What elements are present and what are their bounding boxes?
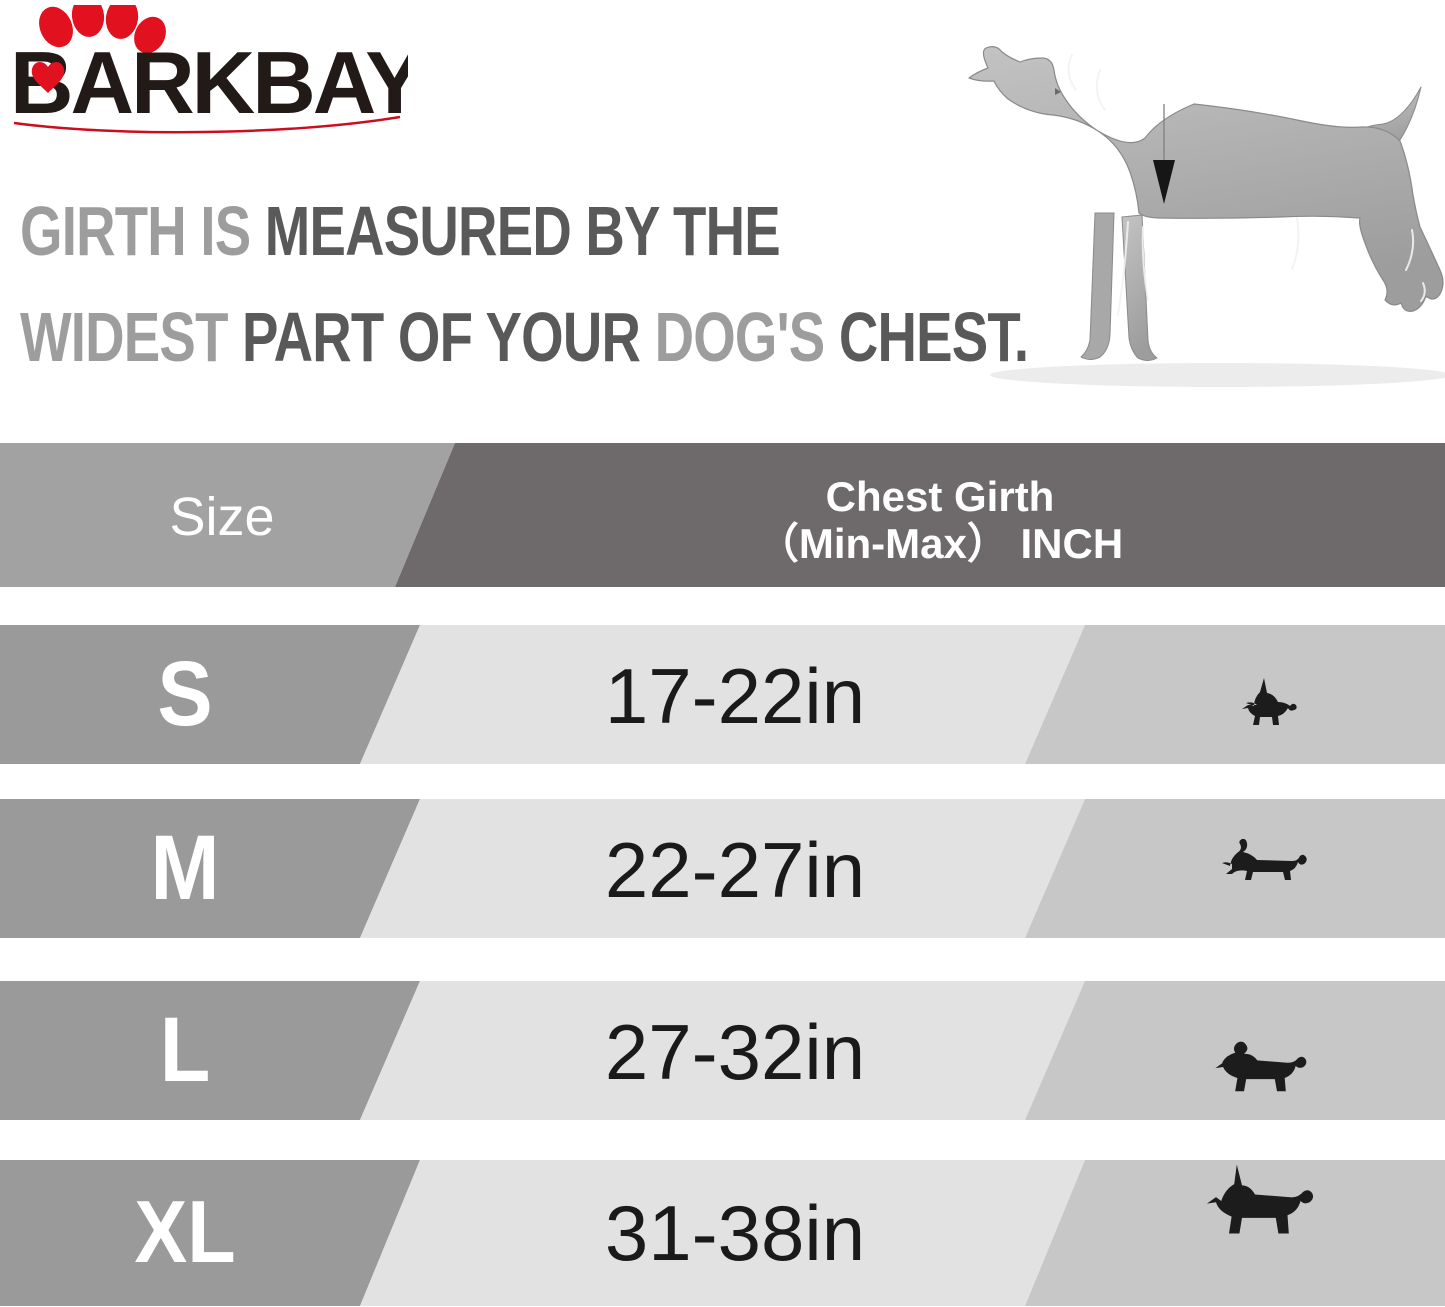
svg-text:Chest Girth: Chest Girth — [826, 473, 1055, 520]
svg-text:S: S — [157, 642, 212, 745]
svg-text:Size: Size — [169, 487, 274, 547]
svg-text:22-27in: 22-27in — [605, 826, 865, 914]
svg-text:（Min-Max） INCH: （Min-Max） INCH — [757, 520, 1123, 567]
svg-text:BARKBAY: BARKBAY — [10, 33, 408, 132]
svg-text:31-38in: 31-38in — [605, 1189, 865, 1277]
svg-text:L: L — [160, 998, 211, 1101]
svg-text:M: M — [151, 816, 220, 919]
svg-text:XL: XL — [134, 1182, 235, 1281]
svg-text:17-22in: 17-22in — [605, 652, 865, 740]
svg-text:27-32in: 27-32in — [605, 1008, 865, 1096]
